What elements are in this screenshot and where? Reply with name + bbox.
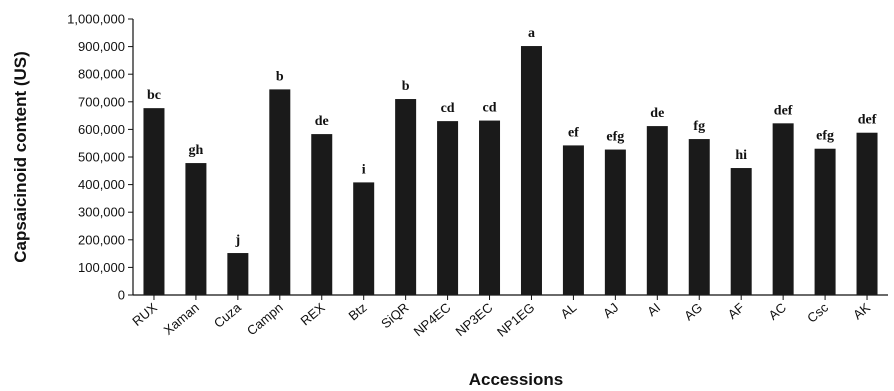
y-tick-label: 600,000 <box>78 122 125 137</box>
bar <box>395 99 417 295</box>
bar-annotation: def <box>858 113 877 128</box>
bar-annotation: b <box>276 69 284 84</box>
bar <box>604 149 626 295</box>
y-axis-title: Capsaicinoid content (US) <box>11 51 30 263</box>
bar-annotation: efg <box>606 130 624 145</box>
bar-annotation: a <box>528 26 535 41</box>
bar <box>562 145 584 295</box>
y-tick-label: 200,000 <box>78 232 125 247</box>
bar <box>856 132 878 295</box>
x-tick-label: AC <box>766 300 789 323</box>
x-tick-label: AK <box>850 300 873 323</box>
y-tick-label: 500,000 <box>78 150 125 165</box>
bar <box>269 89 291 295</box>
plot-area: 0 100,000 200,000 300,000 400,000 500,000 600,… <box>67 12 888 340</box>
bar-annotation: i <box>362 162 366 177</box>
bar <box>437 121 459 296</box>
bar <box>227 253 249 295</box>
y-tick-label: 0 <box>118 288 125 303</box>
bar-annotation: cd <box>483 101 497 116</box>
bar <box>772 123 794 295</box>
bar <box>730 168 752 295</box>
y-tick-label: 900,000 <box>78 39 125 54</box>
y-tick-label: 300,000 <box>78 205 125 220</box>
bar <box>646 126 668 295</box>
x-tick-label: Btz <box>346 300 370 324</box>
x-tick-label: AJ <box>600 300 621 321</box>
bar-annotation: fg <box>693 119 705 134</box>
x-tick-label: SiQR <box>378 300 411 331</box>
y-tick-label: 100,000 <box>78 260 125 275</box>
x-tick-label: Csc <box>804 299 831 325</box>
bar-annotation: def <box>774 103 793 118</box>
bar <box>520 46 542 295</box>
bar <box>814 148 836 295</box>
bar <box>185 163 207 295</box>
x-tick-label: NP1EG <box>494 300 537 340</box>
bar-annotation: hi <box>735 148 747 163</box>
bar-annotation: b <box>402 79 410 94</box>
bar-annotation: de <box>650 106 664 121</box>
x-tick-label: Campn <box>244 300 286 338</box>
bar-annotation: efg <box>816 129 834 144</box>
x-axis-title: Accessions <box>469 370 564 389</box>
bar <box>479 120 501 296</box>
bar-annotation: gh <box>189 143 204 158</box>
x-tick-label: AG <box>681 300 705 324</box>
bar <box>311 134 333 295</box>
y-tick-label: 800,000 <box>78 67 125 82</box>
bar <box>688 139 710 295</box>
y-tick-label: 400,000 <box>78 177 125 192</box>
bar-annotation: cd <box>441 101 455 116</box>
bar-annotation: j <box>235 233 241 248</box>
x-tick-label: NP3EC <box>453 300 496 339</box>
x-tick-label: Xaman <box>161 300 202 338</box>
x-tick-label: AI <box>644 300 663 319</box>
x-tick-label: Cuza <box>211 299 244 330</box>
x-tick-label: RUX <box>129 300 160 329</box>
x-tick-label: REX <box>298 300 328 329</box>
x-tick-label: AL <box>558 300 580 322</box>
bar-annotation: de <box>315 114 329 129</box>
bar-annotation: ef <box>568 125 579 140</box>
bar-annotation: bc <box>147 88 161 103</box>
x-tick-label: AF <box>725 300 747 322</box>
bar <box>353 182 375 295</box>
y-tick-label: 1,000,000 <box>67 12 125 27</box>
x-tick-label: NP4EC <box>411 300 454 339</box>
y-tick-label: 700,000 <box>78 94 125 109</box>
bar <box>143 108 165 295</box>
